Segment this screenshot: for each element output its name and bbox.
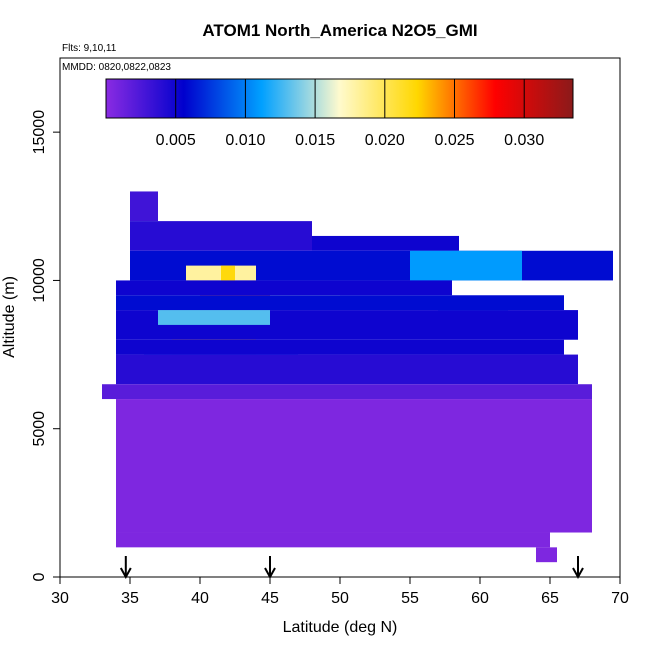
colorbar-bar — [105, 78, 574, 119]
down-arrow-icon — [572, 556, 584, 580]
heatmap-region-6 — [410, 250, 522, 281]
colorbar-tick-label: 0.010 — [225, 132, 265, 149]
heatmap-region-0 — [130, 191, 158, 222]
heatmap-region-17 — [116, 354, 578, 385]
y-axis-label: Altitude (m) — [1, 276, 18, 358]
x-axis: 30 35 40 45 50 55 60 65 70 — [51, 577, 629, 607]
x-tick-label: 55 — [401, 590, 419, 607]
heatmap-region-10 — [116, 295, 564, 311]
heatmap-cells — [102, 191, 613, 563]
x-tick-label: 70 — [611, 590, 629, 607]
y-tick-label: 15000 — [31, 110, 48, 155]
heatmap-region-5 — [221, 265, 235, 281]
down-arrow-icon — [264, 556, 276, 580]
colorbar-tick-label: 0.020 — [365, 132, 405, 149]
y-tick-label: 5000 — [31, 411, 48, 447]
colorbar: 0.005 0.010 0.015 0.020 0.025 0.030 — [105, 78, 574, 149]
colorbar-tick-label: 0.015 — [295, 132, 335, 149]
heatmap-region-15 — [116, 339, 564, 355]
x-tick-label: 40 — [191, 590, 209, 607]
x-tick-label: 65 — [541, 590, 559, 607]
flights-label: Flts: 9,10,11 — [62, 43, 117, 54]
heatmap-region-2 — [312, 235, 459, 251]
x-tick-label: 30 — [51, 590, 69, 607]
y-tick-label: 10000 — [31, 258, 48, 303]
heatmap-region-20 — [116, 532, 550, 548]
x-tick-label: 45 — [261, 590, 279, 607]
colorbar-tick-label: 0.025 — [434, 132, 474, 149]
x-axis-label: Latitude (deg N) — [283, 619, 398, 636]
heatmap-region-18 — [102, 384, 592, 400]
x-tick-label: 60 — [471, 590, 489, 607]
colorbar-tick-label: 0.030 — [504, 132, 544, 149]
heatmap-region-7 — [116, 280, 452, 296]
y-axis: 0 5000 10000 15000 — [31, 110, 60, 581]
heatmap-region-13 — [158, 310, 270, 325]
dates-label: MMDD: 0820,0822,0823 — [62, 62, 171, 73]
chart-title: ATOM1 North_America N2O5_GMI — [202, 21, 477, 40]
down-arrow-icon — [119, 556, 132, 580]
y-tick-label: 0 — [31, 572, 48, 581]
x-tick-label: 50 — [331, 590, 349, 607]
colorbar-tick-label: 0.005 — [156, 132, 196, 149]
heatmap-region-19 — [116, 399, 592, 533]
x-tick-label: 35 — [121, 590, 139, 607]
latitude-arrows — [119, 556, 584, 580]
heatmap-region-21 — [536, 547, 557, 563]
heatmap-region-1 — [130, 221, 312, 251]
